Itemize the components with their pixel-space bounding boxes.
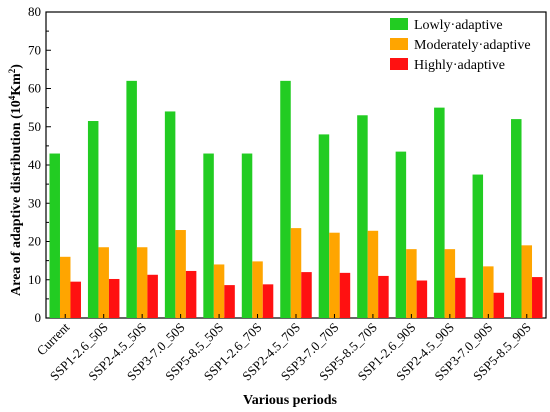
bar <box>262 284 274 318</box>
bar <box>87 121 99 318</box>
svg-text:Area of adaptive distribution: Area of adaptive distribution (104Km2) <box>7 64 24 296</box>
y-tick-label: 60 <box>28 81 41 96</box>
bar <box>406 249 417 318</box>
legend-swatch <box>390 58 408 70</box>
y-tick-label: 0 <box>35 310 42 325</box>
bar <box>49 153 60 318</box>
bar <box>252 261 263 318</box>
bar <box>357 115 368 319</box>
bar <box>175 230 186 318</box>
y-tick-label: 50 <box>28 119 41 134</box>
bar <box>301 272 312 318</box>
bar <box>329 232 340 318</box>
bar <box>108 278 120 318</box>
y-axis-title-sup1: 4 <box>7 95 17 100</box>
x-axis-title: Various periods <box>243 393 338 408</box>
y-tick-label: 80 <box>28 4 41 19</box>
bar <box>493 292 505 318</box>
bar <box>164 111 176 318</box>
bar <box>378 275 389 318</box>
bar <box>70 281 81 318</box>
bar <box>318 134 330 318</box>
y-axis-title-end: ) <box>9 64 24 69</box>
bar <box>224 285 235 318</box>
bar <box>280 80 291 318</box>
bar <box>455 277 466 318</box>
legend: Lowly·adaptive Moderately·adaptive Highly·… <box>390 18 531 73</box>
bar <box>483 266 494 318</box>
bar <box>203 153 214 318</box>
bar <box>185 270 197 318</box>
y-tick-label: 70 <box>28 42 41 57</box>
y-tick-label: 10 <box>28 272 41 287</box>
bar <box>367 230 379 318</box>
bar <box>434 107 445 318</box>
bar <box>532 277 543 318</box>
y-axis-title-mid: Km <box>9 73 24 96</box>
y-tick-label: 40 <box>28 157 41 172</box>
bar <box>213 264 225 318</box>
y-axis-title: Area of adaptive distribution (104Km2) <box>7 64 24 296</box>
legend-swatch <box>390 18 408 30</box>
bar <box>416 280 428 318</box>
bar <box>339 272 351 318</box>
bar <box>98 247 109 318</box>
bar <box>147 274 158 318</box>
bar <box>126 80 137 318</box>
y-axis-title-sup2: 2 <box>7 68 17 73</box>
bar <box>444 249 456 318</box>
bar <box>59 256 71 318</box>
bar <box>241 153 253 318</box>
bar <box>511 119 522 318</box>
legend-swatch <box>390 38 408 50</box>
y-axis-title-main: Area of adaptive distribution (10 <box>9 100 24 296</box>
y-tick-label: 30 <box>28 195 41 210</box>
bar <box>472 174 484 318</box>
legend-label: Highly·adaptive <box>414 58 505 73</box>
legend-label: Moderately·adaptive <box>414 38 531 53</box>
legend-label: Lowly·adaptive <box>414 18 503 33</box>
bar <box>395 151 407 318</box>
bar <box>290 228 302 318</box>
bar <box>521 245 533 318</box>
bar <box>136 247 148 318</box>
y-tick-label: 20 <box>28 234 41 249</box>
